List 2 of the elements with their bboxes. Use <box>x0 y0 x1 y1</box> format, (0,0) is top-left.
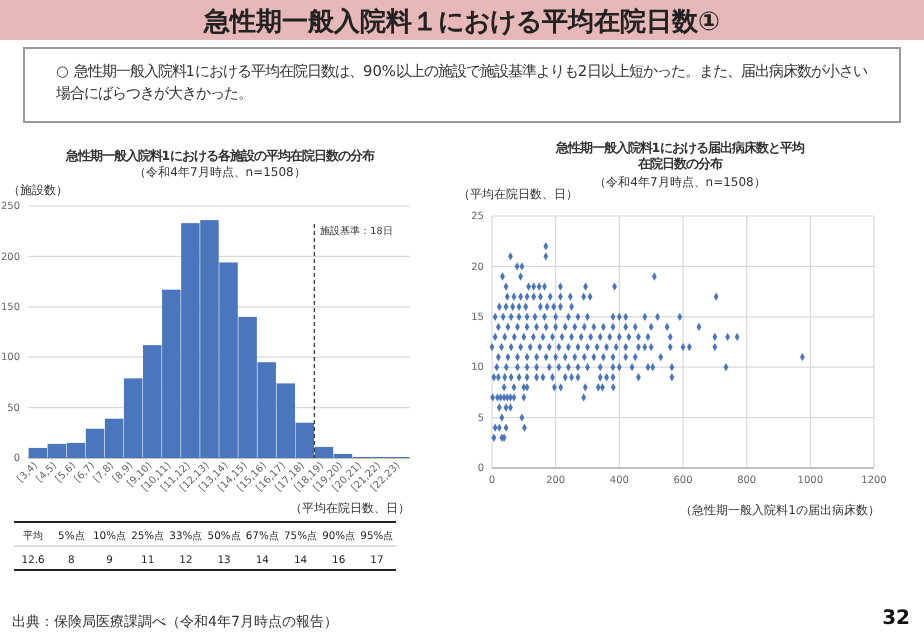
text: 32 <box>882 608 911 630</box>
text: 急性期一般入院料１における平均在院日数① <box>201 6 721 38</box>
